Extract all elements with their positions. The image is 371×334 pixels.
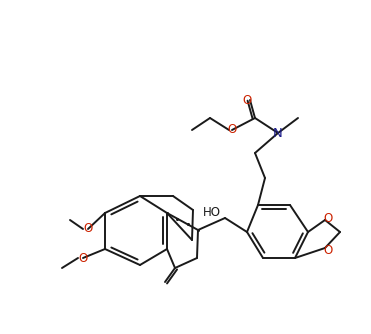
Text: N: N bbox=[273, 127, 283, 140]
Text: HO: HO bbox=[203, 206, 221, 219]
Text: O: O bbox=[324, 211, 333, 224]
Text: O: O bbox=[242, 94, 252, 107]
Text: O: O bbox=[78, 252, 88, 265]
Text: O: O bbox=[227, 123, 237, 136]
Text: O: O bbox=[324, 243, 333, 257]
Text: O: O bbox=[83, 222, 93, 235]
